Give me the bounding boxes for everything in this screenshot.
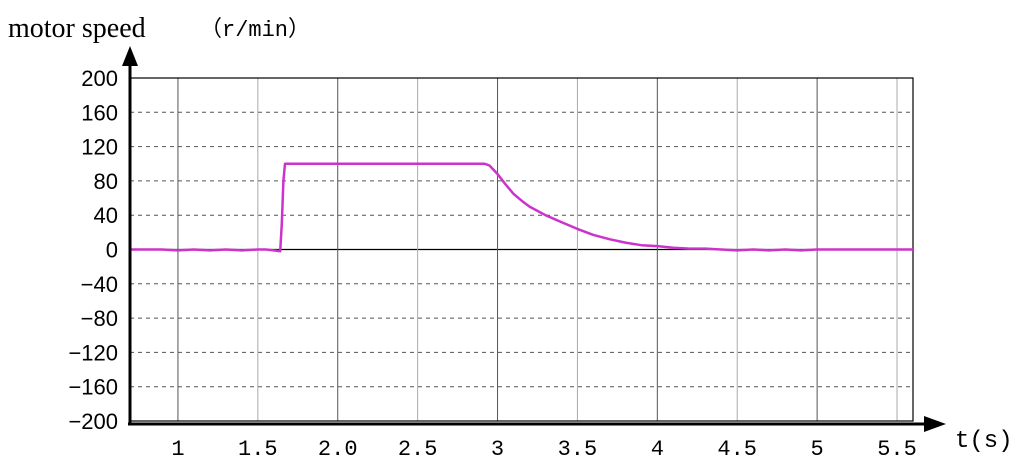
axes xyxy=(122,46,946,432)
x-tick-label: 3.5 xyxy=(558,437,598,462)
y-tick-label: 160 xyxy=(81,100,118,125)
x-axis-arrow xyxy=(924,416,946,432)
y-tick-label: −200 xyxy=(68,409,118,434)
x-tick-label: 5 xyxy=(811,437,824,462)
x-tick-label: 2.0 xyxy=(318,437,358,462)
x-axis-label: t(s) xyxy=(955,428,1013,455)
x-tick-label: 5.5 xyxy=(877,437,917,462)
y-tick-label: 80 xyxy=(94,169,118,194)
x-tick-label: 4 xyxy=(651,437,664,462)
tick-labels: 200 160 120 80 40 0 −40 −80 −120 −160 −200 1 1.5 2.0 2… xyxy=(68,66,916,462)
y-tick-label: 120 xyxy=(81,135,118,160)
x-tick-label: 4.5 xyxy=(717,437,757,462)
y-tick-label: 200 xyxy=(81,66,118,91)
x-tick-label: 1 xyxy=(171,437,184,462)
y-axis-unit: （r/min） xyxy=(200,18,310,43)
y-tick-label: 0 xyxy=(106,238,118,263)
x-tick-label: 3 xyxy=(491,437,504,462)
x-tick-label: 2.5 xyxy=(398,437,438,462)
chart-title: motor speed xyxy=(8,13,146,44)
y-axis-arrow xyxy=(122,46,138,66)
series-layer xyxy=(130,164,913,251)
x-tick-label: 1.5 xyxy=(238,437,278,462)
speed-series-line xyxy=(130,164,913,251)
y-tick-label: 40 xyxy=(94,203,118,228)
y-tick-label: −120 xyxy=(68,340,118,365)
y-tick-label: −80 xyxy=(81,306,118,331)
y-tick-label: −40 xyxy=(81,272,118,297)
y-tick-label: −160 xyxy=(68,375,118,400)
